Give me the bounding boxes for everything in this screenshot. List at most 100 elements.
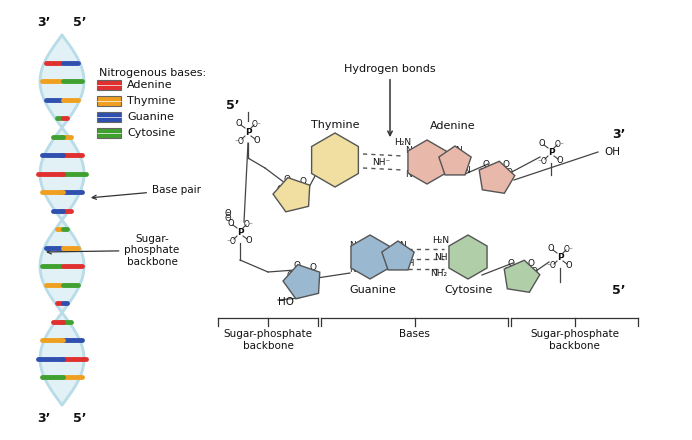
Polygon shape <box>382 241 415 270</box>
Text: N: N <box>349 241 356 249</box>
Text: N: N <box>475 264 482 274</box>
Text: O⁻: O⁻ <box>555 139 565 149</box>
Polygon shape <box>449 235 487 279</box>
Text: O: O <box>460 238 468 247</box>
Text: 5’: 5’ <box>73 15 86 29</box>
Text: O: O <box>505 168 513 176</box>
Text: O: O <box>547 243 554 253</box>
Text: N: N <box>455 146 462 154</box>
Text: Guanine: Guanine <box>349 285 397 295</box>
Text: Hydrogen bonds: Hydrogen bonds <box>344 64 436 136</box>
Text: O: O <box>556 155 563 165</box>
Text: 5’: 5’ <box>73 411 86 425</box>
Text: O: O <box>284 175 291 183</box>
Text: Adenine: Adenine <box>127 80 172 90</box>
FancyBboxPatch shape <box>97 96 121 106</box>
Text: H₂N: H₂N <box>394 137 411 147</box>
Polygon shape <box>283 264 320 299</box>
Text: O: O <box>504 267 511 275</box>
Text: O: O <box>236 118 242 128</box>
Text: H₂N: H₂N <box>432 235 449 245</box>
Polygon shape <box>311 133 358 187</box>
Text: Cytosine: Cytosine <box>445 285 493 295</box>
Text: Θ: Θ <box>225 209 231 217</box>
Text: Sugar-
phosphate
backbone: Sugar- phosphate backbone <box>47 234 180 267</box>
Text: Bases: Bases <box>399 329 430 339</box>
Text: Guanine: Guanine <box>127 112 174 122</box>
Text: Base pair: Base pair <box>92 185 201 199</box>
Text: O: O <box>527 258 534 268</box>
Polygon shape <box>408 140 446 184</box>
Text: P: P <box>547 147 554 157</box>
Text: P: P <box>237 227 244 237</box>
Text: O: O <box>254 136 260 144</box>
Text: N: N <box>464 165 471 175</box>
Polygon shape <box>439 146 471 175</box>
FancyBboxPatch shape <box>97 80 121 90</box>
Text: 5’: 5’ <box>226 99 239 111</box>
Text: P: P <box>556 253 563 261</box>
Text: 3’: 3’ <box>612 128 626 140</box>
Text: NH⁻: NH⁻ <box>372 158 390 166</box>
Text: NH: NH <box>314 165 328 175</box>
Text: OH: OH <box>604 147 620 157</box>
Text: O⁻: O⁻ <box>244 220 254 228</box>
Text: ⁻O: ⁻O <box>546 261 556 271</box>
Text: O: O <box>363 238 370 247</box>
Text: 5’: 5’ <box>612 283 626 297</box>
Text: O: O <box>313 271 320 281</box>
Text: O: O <box>246 235 253 245</box>
Text: O: O <box>531 267 538 275</box>
Text: O: O <box>502 160 509 169</box>
Text: Thymine: Thymine <box>311 120 359 130</box>
Text: Thymine: Thymine <box>127 96 176 106</box>
Text: O: O <box>327 142 334 150</box>
Text: N: N <box>316 150 322 158</box>
Text: HO: HO <box>278 297 294 307</box>
Text: Nitrogenous bases:: Nitrogenous bases: <box>99 68 206 78</box>
Polygon shape <box>504 260 540 292</box>
FancyBboxPatch shape <box>97 112 121 122</box>
Text: Sugar-phosphate
backbone: Sugar-phosphate backbone <box>224 329 313 351</box>
Text: O: O <box>478 168 486 176</box>
Text: O⁻: O⁻ <box>564 245 574 253</box>
FancyBboxPatch shape <box>97 128 121 138</box>
Polygon shape <box>351 235 389 279</box>
Text: O: O <box>450 263 457 271</box>
Text: Cytosine: Cytosine <box>127 128 175 138</box>
Text: ⁻O: ⁻O <box>226 237 236 246</box>
Text: N: N <box>419 143 426 153</box>
Text: P: P <box>245 128 251 136</box>
Text: N: N <box>349 264 356 274</box>
Text: N: N <box>406 146 412 154</box>
Text: N: N <box>345 150 352 158</box>
Polygon shape <box>273 178 310 212</box>
Text: Adenine: Adenine <box>430 121 476 131</box>
Text: O: O <box>277 184 284 194</box>
Text: NH₂: NH₂ <box>430 269 447 279</box>
Text: N: N <box>399 241 406 249</box>
Text: O: O <box>565 260 572 269</box>
Text: Sugar-phosphate
backbone: Sugar-phosphate backbone <box>530 329 619 351</box>
Text: O: O <box>538 139 545 147</box>
Text: O: O <box>309 264 316 272</box>
Text: O: O <box>345 169 352 179</box>
Text: O: O <box>293 261 300 271</box>
Text: O: O <box>286 271 293 281</box>
Text: O: O <box>507 258 514 268</box>
Text: NH: NH <box>401 258 415 268</box>
Polygon shape <box>480 161 515 193</box>
Text: O⁻: O⁻ <box>252 120 262 128</box>
Text: N: N <box>479 246 485 256</box>
Text: O: O <box>228 219 235 227</box>
Text: 3’: 3’ <box>37 15 51 29</box>
Text: N: N <box>406 169 412 179</box>
Text: O: O <box>300 176 307 186</box>
Text: O: O <box>302 184 309 194</box>
Text: N=: N= <box>365 267 379 275</box>
Text: ⁻O: ⁻O <box>234 136 244 146</box>
Text: O: O <box>482 160 489 169</box>
Text: NH: NH <box>434 253 448 261</box>
Text: Θ: Θ <box>225 213 231 223</box>
Text: ⁻O: ⁻O <box>537 157 547 165</box>
